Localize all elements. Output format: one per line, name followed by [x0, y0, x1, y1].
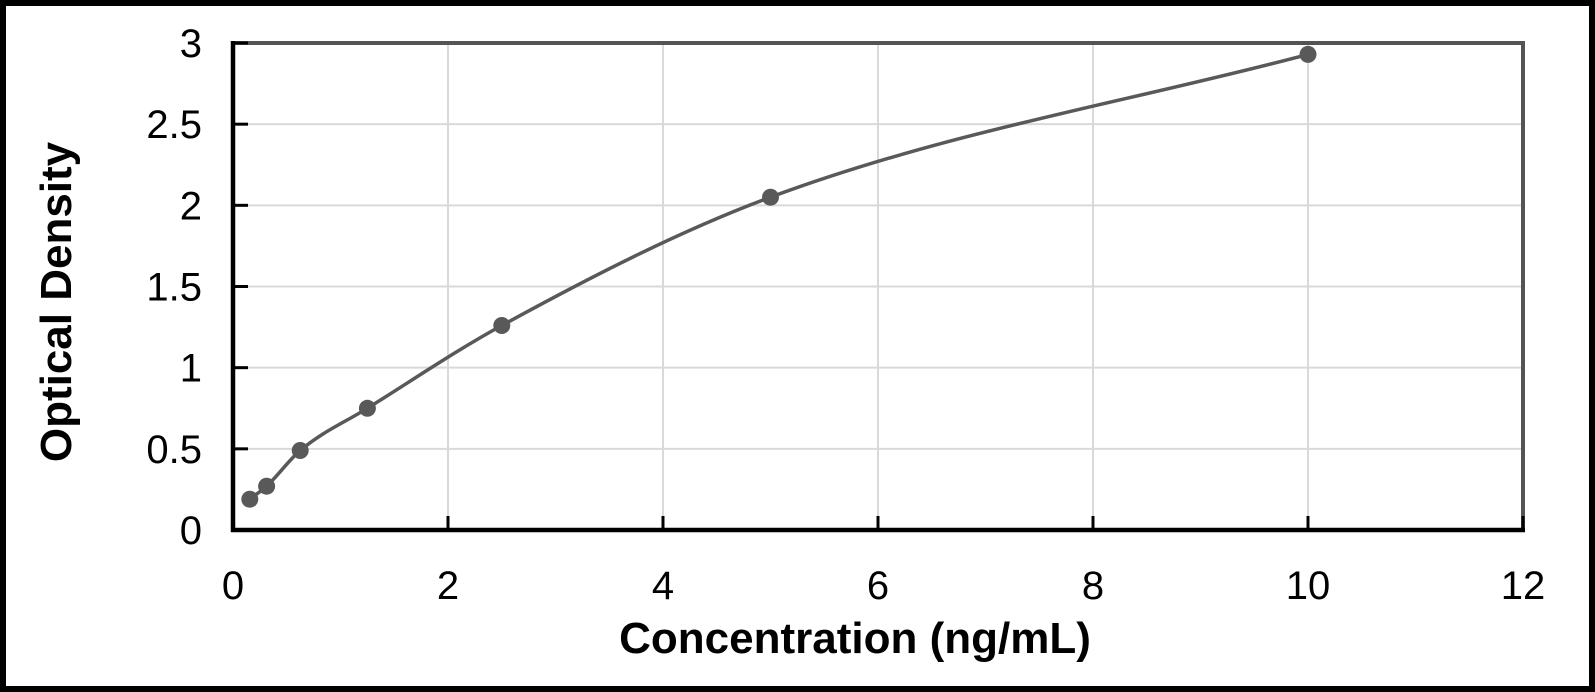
data-point-marker	[241, 490, 259, 508]
x-tick-label: 4	[652, 564, 674, 608]
y-tick-label: 0	[180, 509, 202, 553]
data-point-marker	[291, 442, 309, 459]
y-tick-label: 0.5	[146, 428, 202, 472]
y-tick-label: 1	[180, 347, 202, 391]
x-tick-label: 6	[867, 564, 889, 608]
x-tick-label: 10	[1286, 564, 1331, 608]
y-axis-title: Optical Density	[32, 141, 81, 463]
x-tick-label: 8	[1082, 564, 1104, 608]
data-point-marker	[762, 188, 779, 206]
x-axis-title: Concentration (ng/mL)	[619, 614, 1091, 663]
x-tick-label: 12	[1501, 564, 1546, 608]
standard-curve-line	[248, 52, 1310, 501]
x-tick-label: 2	[437, 564, 459, 608]
data-point-marker	[258, 477, 276, 495]
data-point-marker	[493, 317, 511, 334]
data-point-marker	[358, 399, 376, 417]
y-tick-label: 3	[180, 22, 202, 66]
y-tick-label: 2.5	[146, 103, 202, 147]
y-tick-label: 2	[180, 184, 202, 228]
x-tick-label: 0	[222, 564, 244, 608]
y-tick-label: 1.5	[146, 266, 202, 310]
data-point-marker	[1299, 45, 1317, 63]
